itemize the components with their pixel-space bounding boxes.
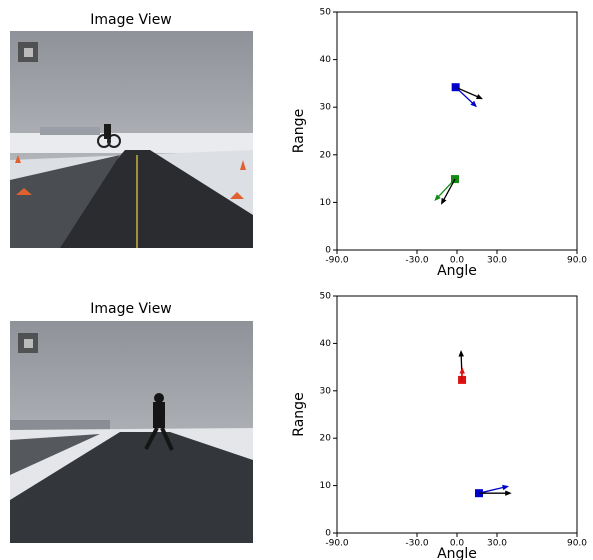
velocity-arrow (441, 178, 456, 205)
arrow-head (505, 490, 512, 496)
y-tick-label: 10 (320, 481, 332, 491)
y-tick-label: 30 (320, 103, 332, 113)
plot-frame (336, 295, 578, 534)
y-tick-label: 10 (320, 198, 332, 208)
x-tick-label: 0.0 (450, 539, 465, 549)
y-tick-label: 20 (320, 434, 332, 444)
y-axis-label: Range (291, 109, 307, 153)
y-axis-label: Range (291, 392, 307, 436)
arrow-head (441, 197, 447, 205)
arrow-shaft (436, 178, 456, 199)
arrow-shaft (442, 178, 456, 202)
camera-image (10, 31, 253, 248)
velocity-arrow (479, 490, 512, 496)
velocity-arrow (434, 178, 456, 201)
arrow-shaft (478, 486, 506, 494)
y-tick-label: 30 (320, 386, 332, 396)
x-axis-label: Angle (437, 263, 477, 279)
x-axis-label: Angle (437, 546, 477, 560)
y-tick-label: 50 (320, 8, 332, 18)
plot-frame (336, 11, 578, 251)
x-tick-label: 30.0 (487, 539, 507, 549)
arrow-head (434, 194, 441, 201)
x-tick-label: -90.0 (325, 256, 349, 266)
y-tick-label: 0 (325, 529, 331, 539)
arrow-head (470, 100, 477, 108)
x-tick-label: -30.0 (405, 539, 429, 549)
x-tick-label: 0.0 (450, 256, 465, 266)
velocity-arrow (455, 86, 483, 100)
x-tick-label: 90.0 (567, 539, 587, 549)
x-tick-label: -90.0 (325, 539, 349, 549)
y-tick-label: 40 (320, 339, 332, 349)
y-tick-label: 0 (325, 246, 331, 256)
arrow-head (458, 350, 464, 357)
image-title: Image View (90, 301, 172, 317)
x-tick-label: 30.0 (487, 256, 507, 266)
arrow-head (476, 94, 483, 100)
y-tick-label: 40 (320, 55, 332, 65)
arrow-shaft (455, 86, 480, 99)
camera-image (10, 321, 253, 543)
velocity-arrow (459, 367, 465, 380)
x-tick-label: 90.0 (567, 256, 587, 266)
velocity-arrow (478, 484, 509, 494)
arrow-head (459, 367, 465, 374)
arrow-head (502, 484, 509, 491)
y-tick-label: 50 (320, 292, 332, 302)
velocity-arrow (455, 86, 477, 108)
arrow-shaft (455, 86, 475, 105)
y-tick-label: 20 (320, 150, 332, 160)
x-tick-label: -30.0 (405, 256, 429, 266)
image-title: Image View (90, 12, 172, 28)
